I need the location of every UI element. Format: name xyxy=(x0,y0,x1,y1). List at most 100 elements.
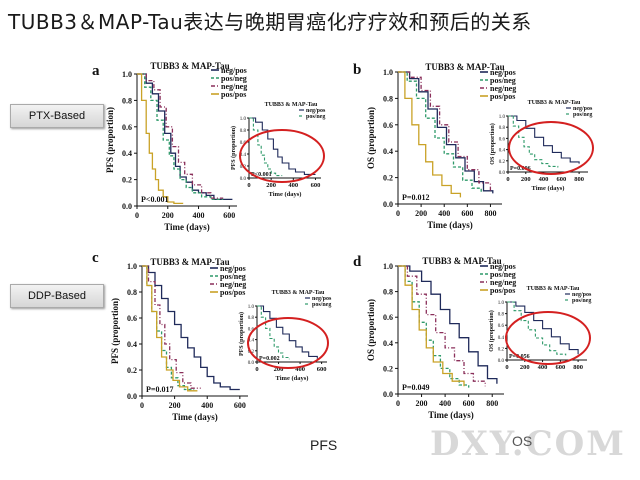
side-label-ddp-based: DDP-Based xyxy=(10,284,104,308)
y-tick-label: 0.6 xyxy=(383,313,393,322)
inset-p-value: P<0.001 xyxy=(251,172,272,178)
inset-y-axis-label: OS (proportion) xyxy=(488,310,495,351)
inset-km-curve-pos-neg xyxy=(257,305,290,360)
inset-legend-entry: neg/pos xyxy=(573,106,593,112)
y-tick-label: 0.0 xyxy=(127,392,137,401)
x-axis-label: Time (days) xyxy=(428,410,474,420)
inset-x-tick-label: 200 xyxy=(521,176,531,183)
y-tick-label: 0.6 xyxy=(122,123,132,132)
x-tick-label: 400 xyxy=(438,209,450,218)
inset-y-tick-label: 0.8 xyxy=(498,313,505,318)
km-curve-pos-pos xyxy=(398,71,462,198)
panel-d: d TUBB3 & MAP-Tau 0.0 0.2 0.4 0.6 0.8 1.0 0 200 40… xyxy=(353,254,592,420)
inset-y-tick-label: 0.8 xyxy=(499,126,506,131)
panel-a: a TUBB3 & MAP-Tau 0.0 0.2 0.4 0.6 0.8 1.0 0 200 40… xyxy=(92,61,326,232)
x-tick-label: 0 xyxy=(135,211,139,220)
km-curve-neg-neg xyxy=(142,265,201,389)
x-tick-label: 600 xyxy=(461,209,473,218)
inset-km-curve-pos-neg xyxy=(249,117,283,177)
inset-legend-entry: neg/pos xyxy=(312,296,332,302)
inset-y-tick-label: 0.6 xyxy=(240,141,247,146)
y-tick-label: 0.4 xyxy=(122,149,132,158)
inset-legend-entry: pos/neg xyxy=(306,114,325,120)
y-tick-label: 1.0 xyxy=(383,262,393,271)
inset-x-tick-label: 600 xyxy=(555,364,565,371)
inset-title: TUBB3 & MAP-Tau xyxy=(527,286,580,292)
highlight-ellipse xyxy=(508,121,594,175)
x-tick-label: 800 xyxy=(486,399,498,408)
inset-x-tick-label: 400 xyxy=(288,182,298,189)
km-curve-neg-pos xyxy=(398,265,498,384)
inset-y-tick-label: 0.0 xyxy=(248,361,255,366)
x-tick-label: 0 xyxy=(396,209,400,218)
inset-x-tick-label: 800 xyxy=(573,364,583,371)
y-tick-label: 0.8 xyxy=(383,288,393,297)
km-curve-neg-neg xyxy=(398,71,492,191)
km-curve-neg-pos xyxy=(137,73,233,201)
inset-y-tick-label: 0.2 xyxy=(499,160,506,165)
y-tick-label: 0.4 xyxy=(127,340,137,349)
inset-x-tick-label: 0 xyxy=(247,182,250,189)
legend-entry: pos/neg xyxy=(221,74,247,83)
x-tick-label: 600 xyxy=(234,401,246,410)
inset-y-tick-label: 0.6 xyxy=(498,324,505,329)
inset-y-axis-label: PFS (proportion) xyxy=(238,312,245,356)
y-tick-label: 0.8 xyxy=(127,288,137,297)
inset-y-tick-label: 0.6 xyxy=(499,137,506,142)
y-tick-label: 0.0 xyxy=(122,202,132,211)
panel-letter: c xyxy=(92,250,99,266)
x-tick-label: 400 xyxy=(201,401,213,410)
p-value: P=0.017 xyxy=(146,385,173,394)
y-tick-label: 1.0 xyxy=(122,70,132,79)
panel-b: b TUBB3 & MAP-Tau 0.0 0.2 0.4 0.6 0.8 1.0 0 200 40… xyxy=(353,62,594,230)
inset-y-tick-label: 0.8 xyxy=(240,129,247,134)
y-tick-label: 0.6 xyxy=(127,314,137,323)
inset-x-tick-label: 400 xyxy=(295,366,305,373)
inset-y-tick-label: 1.0 xyxy=(240,117,247,122)
inset-km-curve-neg-pos xyxy=(508,115,580,164)
legend-entry: neg/neg xyxy=(221,82,247,91)
inset-y-tick-label: 1.0 xyxy=(498,301,505,306)
panel-c: c TUBB3 & MAP-Tau 0.0 0.2 0.4 0.6 0.8 1.0 0 200 40… xyxy=(92,250,332,422)
panel-letter: b xyxy=(353,62,361,78)
inset-y-tick-label: 0.4 xyxy=(240,153,247,158)
inset-title: TUBB3 & MAP-Tau xyxy=(528,100,581,106)
dxy-watermark: DXY.COM xyxy=(430,424,626,464)
y-tick-label: 1.0 xyxy=(383,68,393,77)
y-tick-label: 0.2 xyxy=(383,364,393,373)
km-curve-neg-neg xyxy=(137,73,224,199)
legend-entry: pos/neg xyxy=(490,270,516,279)
panel-letter: a xyxy=(92,63,100,79)
inset-y-tick-label: 0.0 xyxy=(498,359,505,364)
inset-y-tick-label: 0.0 xyxy=(499,171,506,176)
km-curve-neg-pos xyxy=(398,71,494,194)
inset-y-tick-label: 0.4 xyxy=(248,339,255,344)
inset-x-tick-label: 400 xyxy=(538,364,548,371)
legend-entry: neg/neg xyxy=(220,280,246,289)
footer-pfs-label: PFS xyxy=(310,437,338,453)
legend-entry: neg/pos xyxy=(220,264,246,273)
km-curve-pos-pos xyxy=(142,265,198,392)
inset-x-tick-label: 200 xyxy=(266,182,276,189)
chart-title: TUBB3 & MAP-Tau xyxy=(150,257,229,267)
legend-entry: neg/pos xyxy=(490,68,516,77)
legend-entry: pos/pos xyxy=(220,288,245,297)
inset-y-tick-label: 0.8 xyxy=(248,316,255,321)
x-tick-label: 200 xyxy=(415,209,427,218)
y-axis-label: PFS (proportion) xyxy=(105,107,115,173)
km-curve-pos-pos xyxy=(137,73,184,205)
x-tick-label: 200 xyxy=(169,401,181,410)
x-tick-label: 600 xyxy=(223,211,235,220)
x-axis-label: Time (days) xyxy=(172,412,218,422)
inset-title: TUBB3 & MAP-Tau xyxy=(272,290,325,296)
inset-y-axis-label: PFS (proportion) xyxy=(230,126,237,170)
km-curve-neg-neg xyxy=(398,265,486,387)
y-tick-label: 0.2 xyxy=(122,176,132,185)
x-axis-label: Time (days) xyxy=(164,222,210,232)
inset-y-tick-label: 1.0 xyxy=(248,305,255,310)
inset-title: TUBB3 & MAP-Tau xyxy=(265,102,318,108)
inset-x-axis-label: Time (days) xyxy=(276,375,309,382)
footer-os-label: OS xyxy=(512,433,533,449)
highlight-ellipse xyxy=(505,311,591,365)
